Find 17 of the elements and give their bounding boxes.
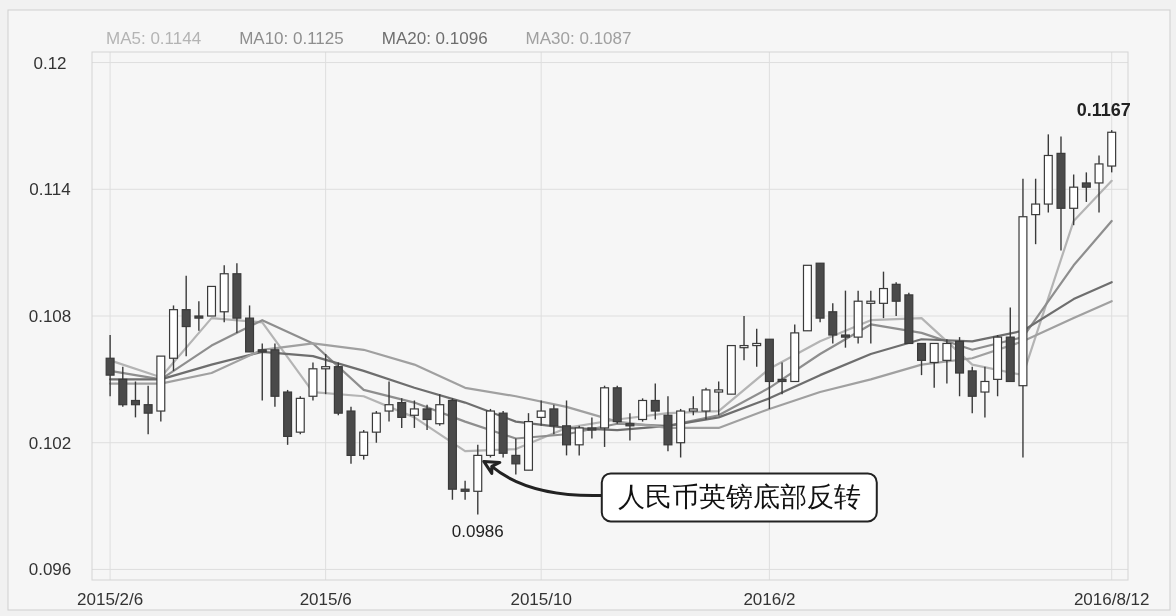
y-tick-label: 0.096 — [28, 560, 72, 580]
text: MA10: 0.1125 — [239, 29, 344, 48]
text: MA20: 0.1096 — [381, 29, 488, 48]
x-tick-label: 2015/10 — [510, 590, 572, 609]
annotation: 0.1167 — [1076, 100, 1131, 121]
annotation: 0.0986 — [451, 521, 504, 541]
y-tick-label: 0.108 — [28, 307, 72, 326]
text: MA30: 0.1087 — [525, 29, 632, 48]
annotation: 人民币英镑底部反转 — [617, 482, 861, 513]
text: MA5: 0.1144 — [106, 29, 202, 48]
x-tick-label: 2016/8/12 — [1073, 590, 1150, 609]
y-tick-label: 0.12 — [33, 53, 67, 73]
x-tick-label: 2015/6 — [299, 590, 352, 609]
x-tick-label: 2015/2/6 — [77, 590, 144, 609]
y-tick-label: 0.114 — [29, 180, 71, 200]
x-tick-label: 2016/2 — [743, 590, 796, 609]
y-tick-label: 0.102 — [28, 433, 72, 453]
